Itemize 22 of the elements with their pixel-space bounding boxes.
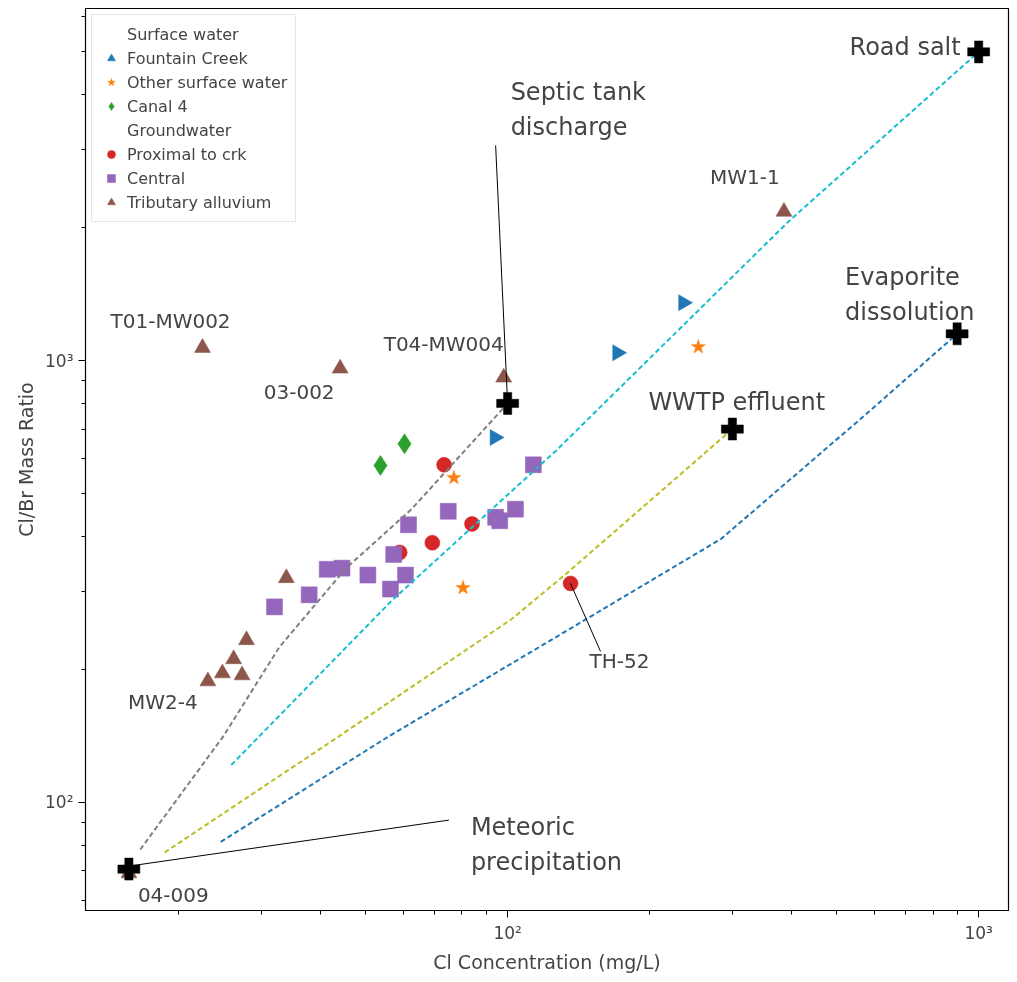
legend-label: Tributary alluvium (127, 191, 272, 213)
legend-label: Central (127, 167, 186, 189)
text: Surface water (127, 23, 239, 45)
annotation: 03-002 (263, 380, 335, 405)
annotation: Meteoric precipitation (470, 813, 623, 877)
annotation: MW1-1 (710, 164, 780, 189)
annotation: TH-52 (588, 649, 650, 674)
annotation: MW2-4 (128, 690, 198, 715)
annotation: T04-MW004 (382, 332, 504, 357)
annotation: T01-MW002 (109, 308, 231, 333)
annotation: Septic tank discharge (510, 78, 647, 142)
annotation: 04-009 (137, 883, 209, 908)
legend-label: Proximal to crk (127, 143, 247, 165)
annotation: WWTP effluent (648, 388, 826, 417)
legend-label: Canal 4 (127, 95, 188, 117)
legend-label: Other surface water (127, 71, 288, 93)
annotation: Evaporite dissolution (845, 262, 975, 326)
text: Groundwater (127, 119, 232, 141)
annotation: Road salt (849, 32, 961, 61)
legend-label: Fountain Creek (127, 47, 248, 69)
y-axis-title: Cl/Br Mass Ratio (15, 382, 38, 537)
x-axis-title: Cl Concentration (mg/L) (433, 950, 661, 973)
